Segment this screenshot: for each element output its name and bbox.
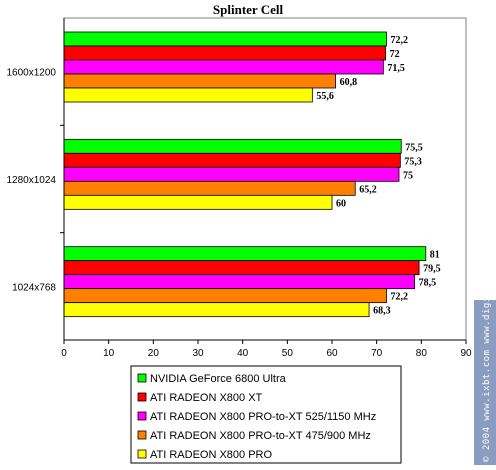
bar-value-label: 78,5 (419, 278, 437, 289)
x-tick-label: 80 (416, 348, 428, 359)
bar-value-label: 65,2 (359, 184, 377, 195)
bar-value-label: 72 (390, 49, 400, 60)
bar-value-label: 60 (336, 198, 346, 209)
bar (63, 87, 313, 103)
bar (63, 260, 420, 276)
x-tick-label: 60 (326, 348, 338, 359)
bar-value-label: 72,2 (390, 35, 408, 46)
bar-value-label: 71,5 (387, 63, 405, 74)
category-label: 1600x1200 (7, 68, 57, 79)
legend-swatch (137, 373, 147, 383)
legend-swatch (137, 430, 147, 440)
watermark: © 2004 www.ixbt.com www.digit-life.com (474, 237, 496, 465)
x-tick-label: 40 (237, 348, 249, 359)
category-labels-layer: 1600x1200 1280x1024 1024x768 (7, 68, 64, 293)
bar (63, 45, 387, 61)
bar-value-label: 60,8 (340, 77, 358, 88)
bar-value-label: 75,3 (404, 156, 422, 167)
legend-swatch (137, 392, 147, 402)
bar (63, 288, 387, 304)
legend-items: NVIDIA GeForce 6800 Ultra ATI RADEON X800… (137, 373, 376, 461)
x-tick-label: 30 (192, 348, 204, 359)
x-tick-label: 70 (371, 348, 383, 359)
axis-layer (63, 18, 466, 341)
bar (63, 152, 401, 168)
bars-layer (63, 31, 427, 318)
bar (63, 73, 336, 89)
chart-title: Splinter Cell (213, 2, 284, 17)
x-tick-label: 10 (103, 348, 115, 359)
legend-label: NVIDIA GeForce 6800 Ultra (150, 373, 287, 385)
category-label: 1280x1024 (7, 175, 57, 186)
bar (63, 180, 356, 196)
legend-box (130, 365, 402, 464)
legend-label: ATI RADEON X800 XT (150, 392, 263, 404)
x-tick-label: 50 (282, 348, 294, 359)
bar (63, 59, 384, 75)
bar (63, 302, 370, 318)
bar-value-label: 75 (403, 170, 413, 181)
bar (63, 274, 416, 290)
category-label: 1024x768 (12, 282, 56, 293)
bar-value-label: 81 (430, 250, 440, 261)
bar (63, 138, 402, 154)
bar-value-label: 79,5 (423, 264, 441, 275)
bar-value-label: 68,3 (373, 306, 391, 317)
watermark-band (474, 300, 496, 465)
bar-value-label: 72,2 (390, 292, 408, 303)
bar (63, 166, 400, 182)
bar (63, 194, 333, 210)
value-labels-layer: 72,2 72 71,5 60,8 55,6 75,5 75,3 75 65,2 60 81 79,5… (316, 35, 440, 317)
legend: NVIDIA GeForce 6800 Ultra ATI RADEON X800… (130, 365, 402, 464)
legend-swatch (137, 449, 147, 459)
legend-label: ATI RADEON X800 PRO-to-XT 525/1150 MHz (150, 411, 376, 423)
legend-label: ATI RADEON X800 PRO (150, 449, 272, 461)
x-tick-label: 20 (148, 348, 160, 359)
bar (63, 31, 387, 47)
watermark-text: © 2004 www.ixbt.com www.digit-life.com (482, 237, 492, 462)
x-tick-label: 90 (460, 348, 472, 359)
legend-swatch (137, 411, 147, 421)
bar-value-label: 55,6 (316, 91, 334, 102)
legend-label: ATI RADEON X800 PRO-to-XT 475/900 MHz (150, 430, 371, 442)
bar (63, 246, 427, 262)
x-ticks-layer: 0 10 20 30 40 50 60 70 80 90 (61, 340, 472, 359)
x-tick-label: 0 (61, 348, 67, 359)
bar-value-label: 75,5 (405, 142, 423, 153)
